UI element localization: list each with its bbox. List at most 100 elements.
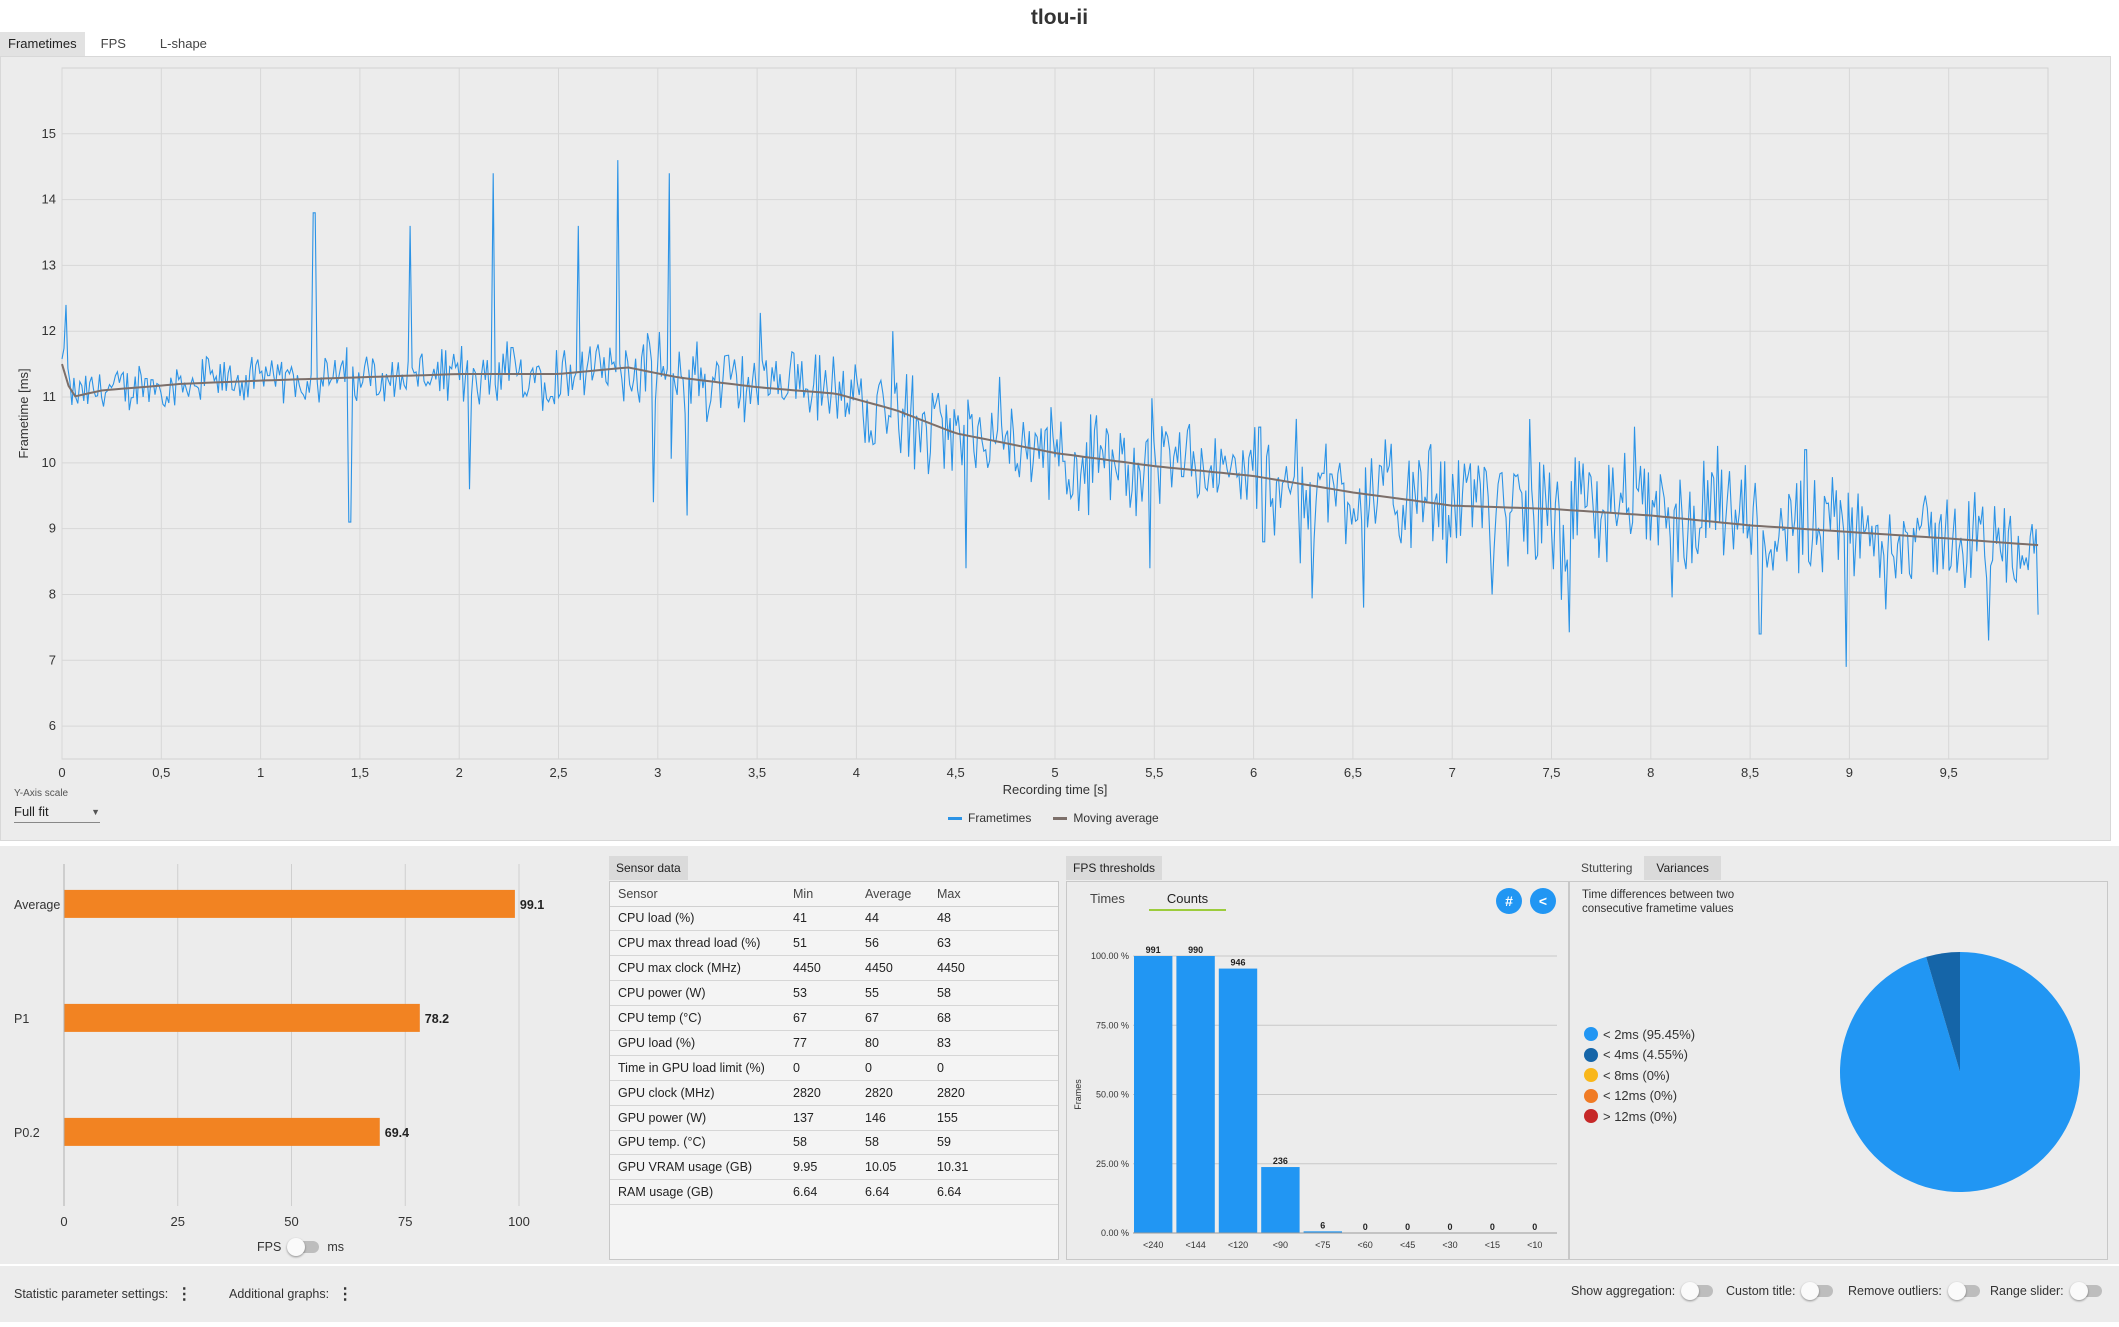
table-row[interactable]: GPU temp. (°C) 58 58 59 xyxy=(610,1130,1058,1156)
more-vertical-icon[interactable]: ⋮ xyxy=(176,1286,193,1303)
additional-graphs-label: Additional graphs: xyxy=(229,1287,330,1301)
x-tick-label: 0 xyxy=(58,765,65,780)
min-cell: 53 xyxy=(785,980,857,1007)
tab-variances[interactable]: Variances xyxy=(1644,856,1721,880)
legend-item[interactable]: < 4ms (4.55%) xyxy=(1584,1045,1695,1066)
toggle-knob xyxy=(2069,1282,2088,1300)
min-cell: 0 xyxy=(785,1055,857,1081)
hash-icon: # xyxy=(1505,893,1513,909)
fps-ms-switch[interactable] xyxy=(287,1238,320,1256)
pie-slice xyxy=(1839,952,2080,1192)
min-cell: 2820 xyxy=(785,1080,857,1106)
fps-toggle-label: FPS xyxy=(257,1240,282,1254)
range-slider-toggle[interactable] xyxy=(2069,1282,2102,1300)
additional-graphs[interactable]: Additional graphs: ⋮ xyxy=(229,1284,353,1304)
legend-item[interactable]: < 2ms (95.45%) xyxy=(1584,1024,1695,1045)
threshold-bar xyxy=(1261,1167,1300,1233)
variances-description: Time differences between two consecutive… xyxy=(1582,889,1735,915)
show-aggregation-toggle[interactable] xyxy=(1681,1282,1714,1300)
legend-item[interactable]: > 12ms (0%) xyxy=(1584,1106,1695,1127)
sensor-name-cell: Time in GPU load limit (%) xyxy=(610,1055,785,1081)
chevron-left-icon: < xyxy=(1538,893,1548,909)
range-slider: Range slider: xyxy=(1990,1282,2102,1300)
statistic-settings[interactable]: Statistic parameter settings: ⋮ xyxy=(14,1284,192,1304)
ms-toggle-label: ms xyxy=(327,1240,344,1254)
table-row[interactable]: Time in GPU load limit (%) 0 0 0 xyxy=(610,1055,1058,1081)
min-cell: 137 xyxy=(785,1105,857,1131)
min-cell: 77 xyxy=(785,1030,857,1056)
table-row[interactable]: CPU load (%) 41 44 48 xyxy=(610,906,1058,932)
tab-fps-thresholds[interactable]: FPS thresholds xyxy=(1066,856,1163,880)
remove-outliers-toggle[interactable] xyxy=(1947,1282,1980,1300)
y-tick-label: 25.00 % xyxy=(1096,1159,1129,1169)
legend-frametimes[interactable]: Frametimes xyxy=(948,811,1031,825)
more-vertical-icon[interactable]: ⋮ xyxy=(337,1286,354,1303)
max-cell: 63 xyxy=(929,930,1058,957)
min-cell: 58 xyxy=(785,1130,857,1156)
table-row[interactable]: GPU load (%) 77 80 83 xyxy=(610,1030,1058,1056)
average-cell: 67 xyxy=(857,1005,929,1031)
average-cell: 4450 xyxy=(857,955,929,982)
table-row[interactable]: GPU power (W) 137 146 155 xyxy=(610,1105,1058,1131)
x-tick-label: <10 xyxy=(1527,1240,1542,1250)
bar-category-label: P1 xyxy=(14,1012,29,1026)
x-tick-label: 6 xyxy=(1250,765,1257,780)
table-row[interactable]: CPU max clock (MHz) 4450 4450 4450 xyxy=(610,955,1058,982)
table-row[interactable]: CPU temp (°C) 67 67 68 xyxy=(610,1005,1058,1031)
average-cell: 56 xyxy=(857,930,929,957)
tab-fps[interactable]: FPS xyxy=(100,36,126,51)
variances-legend: < 2ms (95.45%) < 4ms (4.55%) < 8ms (0%) < 1… xyxy=(1584,1024,1695,1127)
column-header-sensor[interactable]: Sensor xyxy=(610,882,785,907)
table-row[interactable]: GPU VRAM usage (GB) 9.95 10.05 10.31 xyxy=(610,1154,1058,1181)
column-header-average[interactable]: Average xyxy=(857,882,929,907)
custom-title-toggle[interactable] xyxy=(1801,1282,1834,1300)
column-header-max[interactable]: Max xyxy=(929,882,1058,907)
table-row[interactable]: GPU clock (MHz) 2820 2820 2820 xyxy=(610,1080,1058,1106)
show-aggregation: Show aggregation: xyxy=(1571,1282,1714,1300)
table-row[interactable]: CPU max thread load (%) 51 56 63 xyxy=(610,930,1058,957)
x-tick-label: 8,5 xyxy=(1741,765,1759,780)
x-tick-label: 6,5 xyxy=(1344,765,1362,780)
max-cell: 4450 xyxy=(929,955,1058,982)
legend-item[interactable]: < 8ms (0%) xyxy=(1584,1065,1695,1086)
subtab-times[interactable]: Times xyxy=(1090,891,1125,906)
threshold-bar xyxy=(1176,956,1215,1233)
column-header-min[interactable]: Min xyxy=(785,882,857,907)
legend-item[interactable]: < 12ms (0%) xyxy=(1584,1086,1695,1107)
toggle-knob xyxy=(287,1238,306,1256)
x-tick-label: 1 xyxy=(257,765,264,780)
x-tick-label: 25 xyxy=(171,1214,185,1229)
sensor-name-cell: GPU power (W) xyxy=(610,1105,785,1131)
max-cell: 59 xyxy=(929,1130,1058,1156)
table-row[interactable]: RAM usage (GB) 6.64 6.64 6.64 xyxy=(610,1179,1058,1206)
sensor-table-header: Sensor Min Average Max xyxy=(610,882,1058,907)
sensor-tabbar: Sensor data xyxy=(609,856,688,880)
hash-button[interactable]: # xyxy=(1496,888,1522,914)
footer-bar xyxy=(0,1266,2119,1322)
y-axis-scale-value: Full fit xyxy=(14,804,49,819)
tab-l-shape[interactable]: L-shape xyxy=(159,36,207,51)
legend-swatch-moving-average xyxy=(1053,816,1068,820)
x-tick-label: 3,5 xyxy=(748,765,766,780)
tab-stuttering[interactable]: Stuttering xyxy=(1581,861,1633,875)
frametime-legend: Frametimes Moving average xyxy=(948,811,1159,825)
table-row[interactable]: CPU power (W) 53 55 58 xyxy=(610,980,1058,1007)
legend-dot xyxy=(1584,1088,1598,1103)
tab-sensor-data[interactable]: Sensor data xyxy=(609,856,688,880)
average-cell: 44 xyxy=(857,906,929,932)
legend-moving-average[interactable]: Moving average xyxy=(1053,811,1159,825)
y-axis-scale-select[interactable]: Full fit ▼ xyxy=(14,801,100,823)
tab-frametimes[interactable]: Frametimes xyxy=(0,32,85,56)
legend-dot xyxy=(1584,1068,1598,1083)
bar-value-label: 990 xyxy=(1188,945,1203,955)
bar-value-label: 78.2 xyxy=(425,1012,449,1026)
y-axis-scale-label: Y-Axis scale xyxy=(14,788,69,799)
sensor-name-cell: RAM usage (GB) xyxy=(610,1179,785,1206)
back-button[interactable]: < xyxy=(1530,888,1556,914)
x-tick-label: 75 xyxy=(398,1214,412,1229)
subtab-counts[interactable]: Counts xyxy=(1148,888,1227,911)
threshold-bar xyxy=(1218,968,1258,1233)
frametimes-series xyxy=(61,160,2039,667)
bar-value-label: 946 xyxy=(1230,958,1245,968)
bar-value-label: 0 xyxy=(1363,1222,1368,1232)
